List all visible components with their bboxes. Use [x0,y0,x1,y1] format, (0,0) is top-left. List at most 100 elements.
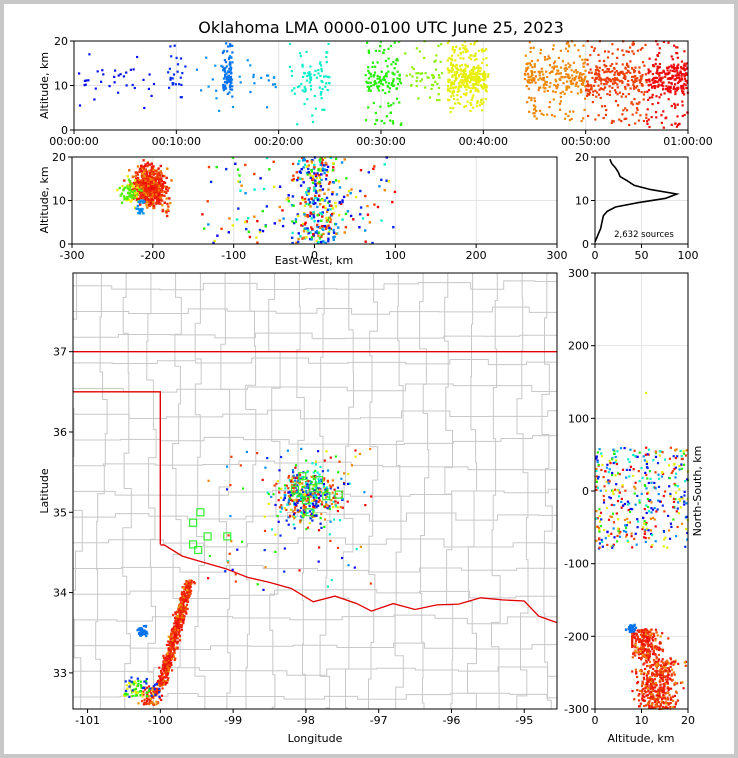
source-point [325,61,328,64]
source-point [177,619,180,623]
source-point [303,158,306,162]
source-point [228,91,231,94]
source-point [300,156,304,159]
source-point [662,702,665,705]
source-point [624,489,627,492]
source-point [653,689,656,692]
source-point [301,196,304,199]
source-point [548,57,551,60]
source-point [651,645,654,649]
source-point [668,77,671,80]
source-point [665,705,668,708]
source-point [124,680,127,683]
source-point [454,76,457,79]
source-point [144,179,147,182]
source-point [154,202,157,205]
source-point [289,497,292,500]
source-point [226,465,229,468]
source-point [672,671,675,674]
source-point [646,654,649,657]
source-point [142,693,145,696]
source-point [175,56,178,59]
source-point [152,173,155,176]
source-point [142,185,145,188]
lma-station-marker [194,545,203,555]
source-point [184,593,187,596]
source-point [654,637,657,640]
source-point [326,585,330,588]
source-point [173,634,176,637]
source-point [477,64,480,67]
source-point [160,678,163,681]
source-point [169,658,172,661]
source-point [467,74,470,77]
source-point [594,89,597,92]
source-point [303,511,306,514]
source-point [611,82,615,85]
source-point [658,72,661,75]
source-point [598,59,601,62]
source-point [452,46,455,49]
source-point [631,632,634,635]
source-point [192,580,196,584]
source-point [676,46,679,49]
lma-station-marker [309,484,318,493]
source-point [303,213,306,216]
source-point [641,61,645,64]
source-point [256,583,259,586]
source-point [150,692,153,695]
source-point [590,84,593,87]
source-point [355,548,358,551]
source-point [383,163,386,166]
source-point [170,55,173,58]
source-point [275,482,278,485]
source-point [436,99,439,102]
source-point [674,78,677,81]
source-point [410,84,413,87]
source-point [185,607,188,610]
source-point [143,165,147,168]
source-point [157,199,160,202]
source-point [544,80,547,83]
source-point [292,204,295,207]
source-point [323,156,327,159]
source-point [308,505,311,508]
source-point [667,514,670,517]
source-point [594,118,597,121]
source-point [142,166,145,169]
source-point [332,518,336,521]
source-point [179,614,182,617]
lma-station-marker [223,532,232,541]
source-point [343,472,346,475]
source-point [674,74,677,77]
source-point [326,51,329,54]
source-point [647,510,651,513]
source-point [164,681,167,684]
source-point [472,66,475,70]
source-point [301,89,304,92]
source-point [100,80,103,83]
source-point [453,51,456,54]
source-point [320,235,323,238]
lma-station-marker [189,540,198,549]
source-point [341,218,344,221]
source-point [304,505,307,509]
source-point [303,197,307,201]
source-point [146,693,149,696]
source-point [307,171,310,174]
source-point [636,85,639,88]
source-point [651,697,654,700]
source-point [241,487,245,490]
eastwest-tick-label: 300 [547,249,568,262]
source-point [163,194,166,197]
source-point [327,182,331,185]
source-point [116,188,119,192]
source-point [621,80,624,84]
source-point [265,205,268,208]
county-line [73,488,557,497]
source-point [570,69,573,72]
source-point [584,89,588,92]
time-tick-label: 00:50:00 [561,135,610,148]
source-point [367,49,370,52]
source-point [484,75,487,78]
